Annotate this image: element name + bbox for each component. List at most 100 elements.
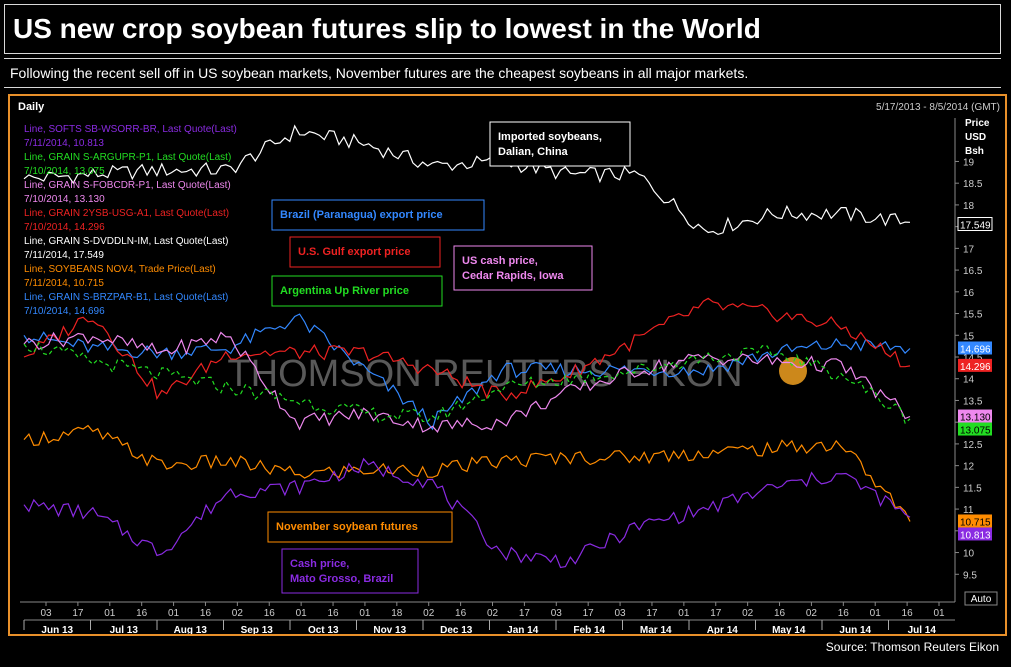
x-day-label: 03 (40, 608, 52, 619)
last-value-tag-bg (958, 422, 992, 436)
annotation-box (489, 121, 631, 167)
y-tick-label: 9.5 (963, 570, 977, 581)
annotation-label: Brazil (Paranagua) export price (280, 209, 443, 221)
last-value-tag-bg (957, 217, 993, 232)
x-day-label: 02 (487, 608, 499, 619)
x-month-label: Jun 14 (839, 625, 871, 634)
x-month-label: May 14 (772, 625, 806, 634)
frequency-label: Daily (18, 101, 45, 113)
auto-box (964, 591, 998, 606)
y-tick-label: 18.5 (963, 179, 983, 190)
last-value-tag: 10.813 (960, 530, 991, 541)
y-tick-label: 14.5 (963, 353, 983, 364)
y-tick-label: 12.5 (963, 440, 983, 451)
chart-headline: US new crop soybean futures slip to lowe… (13, 13, 761, 44)
annotation-box (271, 275, 443, 307)
y-tick-label: 11.5 (963, 483, 982, 494)
x-day-label: 17 (583, 608, 595, 619)
x-day-label: 16 (264, 608, 276, 619)
x-day-label: 02 (423, 608, 435, 619)
annotation-label: Imported soybeans, (498, 131, 602, 143)
legend-entry-line1: Line, GRAIN S-BRZPAR-B1, Last Quote(Last… (24, 292, 228, 303)
series-line-0 (23, 124, 911, 236)
x-day-label: 16 (200, 608, 212, 619)
y-tick-label: 15 (963, 331, 975, 342)
series-line-2 (23, 297, 911, 402)
last-value-tag: 13.130 (960, 413, 991, 424)
legend-entry-line2: 7/11/2014, 10.715 (24, 278, 104, 289)
x-day-label: 03 (551, 608, 563, 619)
x-month-label: Jun 13 (41, 625, 73, 634)
annotation-box (453, 245, 593, 291)
annotation-label: Argentina Up River price (280, 285, 409, 297)
annotation-label: Cash price, (290, 558, 349, 570)
x-day-label: 02 (742, 608, 754, 619)
legend-entry-line1: Line, GRAIN S-FOBCDR-P1, Last Quote(Last… (24, 180, 231, 191)
x-day-label: 02 (806, 608, 818, 619)
last-value-tag: 14.296 (960, 362, 991, 373)
x-day-label: 01 (168, 608, 180, 619)
x-day-label: 16 (136, 608, 148, 619)
last-value-tag: 17.549 (960, 221, 991, 232)
legend-entry-line2: 7/10/2014, 14.696 (24, 306, 105, 317)
title-box: US new crop soybean futures slip to lowe… (4, 4, 1001, 54)
x-month-label: Nov 13 (373, 625, 406, 634)
y-tick-label: 19 (963, 157, 975, 168)
x-day-label: 17 (72, 608, 84, 619)
series-line-3 (23, 331, 911, 433)
x-day-label: 01 (870, 608, 882, 619)
legend-entry-line2: 7/10/2014, 14.296 (24, 222, 105, 233)
x-month-label: Dec 13 (440, 625, 473, 634)
subtitle-box: Following the recent sell off in US soyb… (4, 58, 1001, 88)
chart-frame: Daily 5/17/2013 - 8/5/2014 (GMT) Price USD B… (8, 94, 1007, 636)
last-value-tag-bg (958, 514, 992, 528)
last-value-tag-bg (958, 341, 992, 355)
y-tick-label: 18 (963, 201, 975, 212)
x-day-label: 01 (359, 608, 371, 619)
x-month-label: Jul 13 (110, 625, 139, 634)
last-value-tag: 10.715 (960, 517, 991, 528)
y-axis-title: USD (965, 132, 986, 143)
x-day-label: 17 (646, 608, 658, 619)
legend-entry-line1: Line, SOYBEANS NOV4, Trade Price(Last) (24, 264, 216, 275)
last-value-tag-bg (958, 409, 992, 423)
last-value-tag: 14.696 (960, 344, 991, 355)
chart-subtitle: Following the recent sell off in US soyb… (10, 65, 749, 81)
x-day-label: 16 (902, 608, 914, 619)
y-tick-label: 15.5 (963, 310, 983, 321)
annotation-box (289, 236, 441, 268)
x-day-label: 16 (774, 608, 786, 619)
y-axis-title: Price (965, 118, 990, 129)
series-line-6 (23, 457, 911, 569)
x-day-label: 01 (933, 608, 945, 619)
legend-entry-line1: Line, SOFTS SB-WSORR-BR, Last Quote(Last… (24, 124, 237, 135)
x-day-label: 16 (455, 608, 467, 619)
annotation-label: US cash price, (462, 255, 538, 267)
y-tick-label: 11 (963, 505, 974, 516)
x-month-label: Feb 14 (573, 625, 605, 634)
price-chart: Daily 5/17/2013 - 8/5/2014 (GMT) Price USD B… (18, 101, 1000, 636)
annotation-label: Cedar Rapids, Iowa (462, 270, 564, 282)
legend-entry-line2: 7/10/2014, 13.130 (24, 194, 105, 205)
x-day-label: 16 (327, 608, 339, 619)
annotation-box (267, 511, 453, 543)
legend-entry-line1: Line, GRAIN 2YSB-USG-A1, Last Quote(Last… (24, 208, 229, 219)
y-tick-label: 16.5 (963, 266, 983, 277)
eikon-watermark: THOMSON REUTERS EIKON (227, 353, 742, 395)
last-value-tag: 13.075 (960, 426, 991, 437)
x-month-label: Apr 14 (707, 625, 739, 634)
legend-entry-line2: 7/11/2014, 17.549 (24, 250, 104, 261)
legend-entry-line2: 7/10/2014, 13.075 (24, 166, 105, 177)
annotation-label: U.S. Gulf export price (298, 246, 410, 258)
series-line-4 (23, 341, 911, 425)
y-tick-label: 12 (963, 462, 975, 473)
source-credit: Source: Thomson Reuters Eikon (825, 640, 999, 654)
y-tick-label: 10 (963, 549, 975, 560)
annotation-box (271, 199, 485, 231)
x-day-label: 16 (838, 608, 850, 619)
date-range-label: 5/17/2013 - 8/5/2014 (GMT) (876, 102, 1000, 113)
x-month-label: Mar 14 (640, 625, 672, 634)
x-day-label: 03 (615, 608, 627, 619)
x-month-label: Oct 13 (308, 625, 339, 634)
y-tick-label: 17 (963, 244, 975, 255)
